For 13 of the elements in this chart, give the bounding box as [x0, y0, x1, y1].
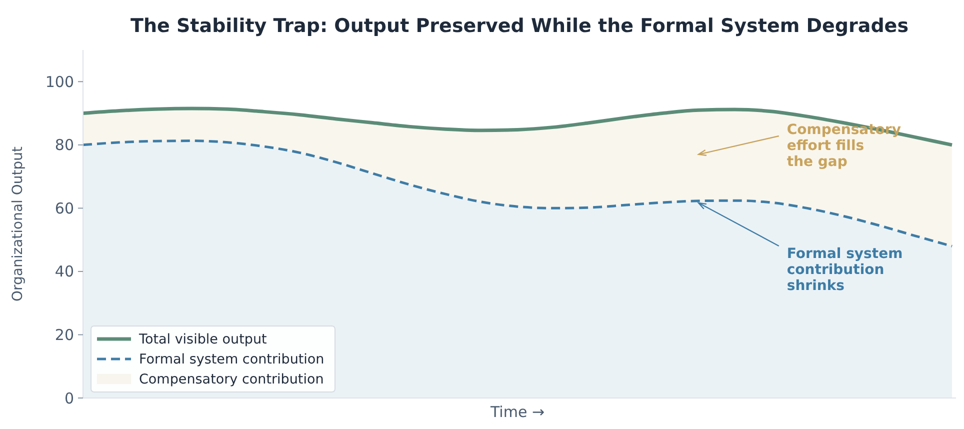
annotation: Formal system contribution shrinks [786, 246, 903, 294]
y-tick-label: 100 [45, 72, 74, 91]
y-tick-label: 20 [54, 326, 74, 344]
y-tick-label: 60 [54, 199, 74, 218]
legend-label: Formal system contribution [139, 352, 324, 368]
y-axis-title: Organizational Output [10, 146, 26, 302]
x-axis-title: Time → [489, 403, 545, 421]
y-tick-label: 40 [54, 262, 74, 281]
legend-label: Total visible output [138, 332, 267, 348]
chart-title: The Stability Trap: Output Preserved While the Formal System Degrades [130, 15, 908, 37]
legend-label: Compensatory contribution [139, 372, 324, 388]
y-tick-label: 0 [64, 389, 74, 408]
y-tick-label: 80 [54, 136, 74, 154]
